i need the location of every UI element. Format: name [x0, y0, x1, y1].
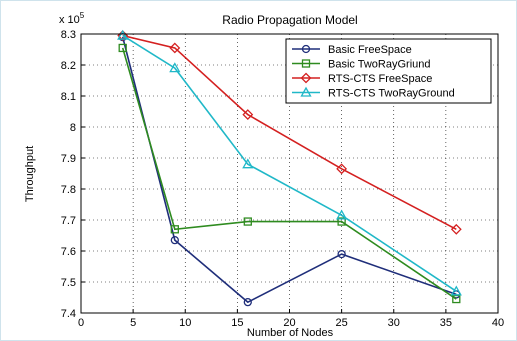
y-multiplier-exponent: 5: [80, 11, 85, 20]
legend-marker: [301, 44, 311, 54]
legend-box: [285, 38, 492, 104]
data-point: [336, 209, 348, 220]
legend: Basic FreeSpace Basic TwoRayGriund RTS-CTS…: [285, 38, 492, 104]
y-axis-label: Throughput: [24, 146, 36, 202]
legend-label: RTS-CTS TwoRayGround: [328, 88, 455, 100]
data-point: [170, 225, 179, 234]
data-point: [117, 29, 129, 40]
legend-label: Basic TwoRayGriund: [328, 59, 431, 71]
series-line: [122, 34, 457, 231]
series-line: [121, 47, 457, 300]
y-tick-label: 7.5: [61, 277, 76, 289]
data-point: [243, 217, 252, 226]
y-axis-multiplier: x 105: [59, 11, 85, 26]
x-tick-label: 5: [130, 317, 136, 329]
x-tick-label: 40: [492, 317, 504, 329]
y-multiplier-base: x 10: [59, 14, 80, 26]
data-point: [337, 217, 346, 226]
y-tick-label: 7.8: [61, 184, 76, 196]
x-tick-label: 35: [440, 317, 452, 329]
legend-entry: RTS-CTS FreeSpace: [292, 72, 432, 85]
data-point: [170, 235, 179, 245]
series-2: [118, 43, 461, 304]
y-tick-label: 8.3: [61, 29, 76, 41]
y-tick-label: 7.9: [61, 153, 76, 165]
legend-entry: Basic TwoRayGriund: [292, 59, 431, 71]
x-tick-label: 30: [388, 317, 400, 329]
data-point: [452, 294, 461, 304]
plot-area-border: [80, 33, 499, 314]
data-point: [337, 249, 346, 259]
data-point: [450, 285, 462, 296]
x-tick-label: 10: [179, 317, 191, 329]
x-tick-label: 0: [78, 317, 84, 329]
series-layer: [117, 29, 462, 307]
legend-marker: [300, 86, 312, 97]
y-tick-label: 7.7: [61, 215, 76, 227]
y-tick-label: 7.6: [61, 246, 76, 258]
series-4: [117, 29, 462, 296]
x-tick-label: 25: [336, 317, 348, 329]
chart-title: Radio Propagation Model: [222, 13, 357, 27]
data-point: [242, 158, 254, 169]
legend-entry: RTS-CTS TwoRayGround: [292, 86, 455, 100]
y-tick-label: 8.2: [61, 60, 76, 72]
data-point: [242, 109, 254, 121]
data-point: [450, 223, 462, 235]
y-tick-label: 8: [70, 122, 76, 134]
y-tick-label: 7.4: [61, 308, 76, 320]
data-point: [169, 62, 181, 73]
data-point: [118, 43, 127, 53]
legend-label: Basic FreeSpace: [328, 44, 412, 56]
data-point: [243, 297, 252, 307]
x-tick-label: 20: [283, 317, 295, 329]
x-tick-label: 15: [231, 317, 243, 329]
legend-entry: Basic FreeSpace: [292, 44, 412, 56]
axis-ticks: 0 5 10 15 20 25 30 35 40 7.4 7.5 7.6 7.7 7.8 7.9 8 8.1 8.…: [61, 29, 504, 329]
data-point: [169, 42, 181, 54]
legend-label: RTS-CTS FreeSpace: [328, 73, 432, 85]
data-point: [336, 163, 348, 175]
legend-marker: [300, 72, 312, 84]
series-line: [122, 34, 457, 292]
x-axis-label: Number of Nodes: [247, 327, 334, 339]
series-line: [121, 36, 457, 304]
legend-marker: [301, 59, 311, 68]
y-tick-label: 8.1: [61, 91, 76, 103]
